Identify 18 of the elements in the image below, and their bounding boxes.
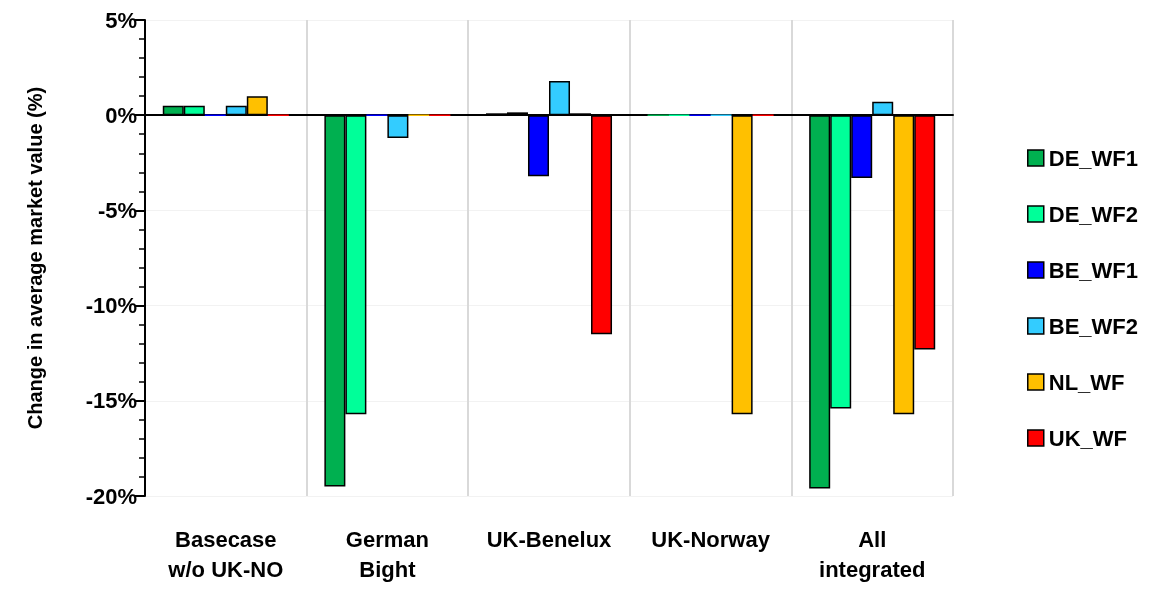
legend-label: UK_WF [1048, 425, 1127, 451]
x-tick-label: UK-Benelux [486, 526, 613, 552]
y-tick-label: 0% [105, 102, 137, 128]
x-tick-label: UK-Norway [651, 526, 771, 552]
y-tick-label: -10% [85, 293, 137, 319]
x-tick-label: All integrated [819, 526, 926, 582]
x-tick-label: Basecase w/o UK-NO [167, 526, 284, 582]
y-axis-title: Change in average market value (%) [24, 86, 46, 430]
legend-label: DE_WF1 [1048, 145, 1139, 171]
y-tick-label: -5% [97, 197, 137, 223]
x-tick-label: German Bight [345, 526, 429, 582]
legend-label: NL_WF [1048, 369, 1125, 395]
y-tick-label: -20% [85, 483, 137, 509]
y-tick-label: -15% [85, 388, 137, 414]
legend-label: BE_WF2 [1048, 313, 1139, 339]
y-tick-label: 5% [105, 7, 137, 33]
legend-label: DE_WF2 [1048, 201, 1139, 227]
legend-label: BE_WF1 [1048, 257, 1139, 283]
